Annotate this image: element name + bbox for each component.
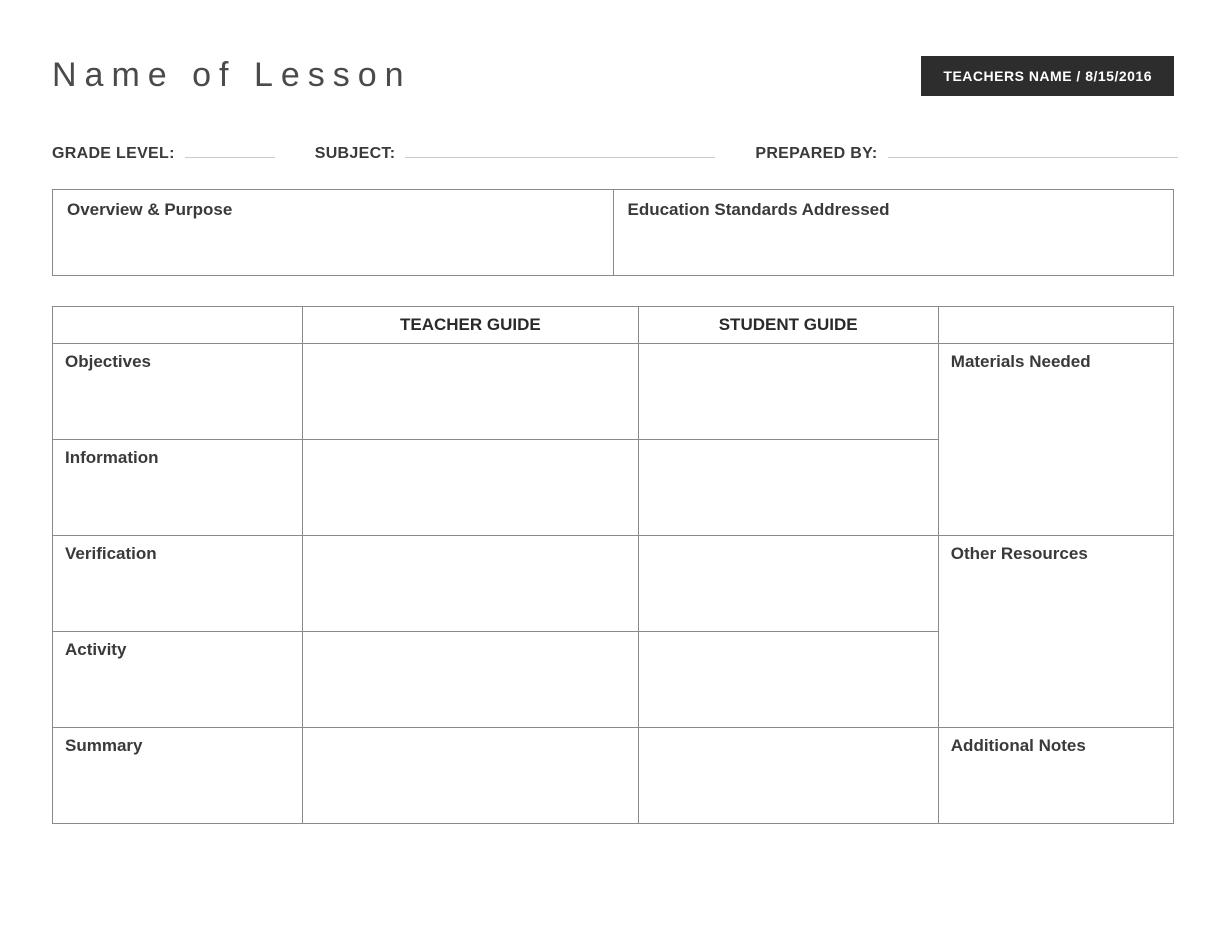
grade-level-field: GRADE LEVEL: bbox=[52, 144, 275, 163]
header-blank-right bbox=[938, 307, 1173, 344]
row-label-cell: Objectives bbox=[53, 344, 303, 440]
table-row: Verification Other Resources bbox=[53, 536, 1174, 632]
grade-level-line bbox=[185, 144, 275, 158]
overview-cell: Overview & Purpose bbox=[53, 190, 614, 276]
standards-label: Education Standards Addressed bbox=[628, 200, 1160, 220]
row-label-cell: Summary bbox=[53, 728, 303, 824]
verification-teacher-cell bbox=[303, 536, 638, 632]
header-blank-left bbox=[53, 307, 303, 344]
meta-row: GRADE LEVEL: SUBJECT: PREPARED BY: bbox=[52, 144, 1174, 163]
materials-needed-label: Materials Needed bbox=[951, 352, 1161, 372]
information-student-cell bbox=[638, 440, 938, 536]
activity-label: Activity bbox=[65, 640, 290, 660]
table-row: Summary Additional Notes bbox=[53, 728, 1174, 824]
verification-label: Verification bbox=[65, 544, 290, 564]
prepared-by-field: PREPARED BY: bbox=[755, 144, 1177, 163]
other-resources-label: Other Resources bbox=[951, 544, 1161, 564]
main-table: TEACHER GUIDE STUDENT GUIDE Objectives M… bbox=[52, 306, 1174, 824]
information-teacher-cell bbox=[303, 440, 638, 536]
summary-label: Summary bbox=[65, 736, 290, 756]
subject-line bbox=[405, 144, 715, 158]
verification-student-cell bbox=[638, 536, 938, 632]
overview-table: Overview & Purpose Education Standards A… bbox=[52, 189, 1174, 276]
prepared-by-label: PREPARED BY: bbox=[755, 145, 877, 163]
materials-needed-cell: Materials Needed bbox=[938, 344, 1173, 536]
overview-label: Overview & Purpose bbox=[67, 200, 599, 220]
objectives-student-cell bbox=[638, 344, 938, 440]
header-student-guide: STUDENT GUIDE bbox=[638, 307, 938, 344]
subject-label: SUBJECT: bbox=[315, 145, 396, 163]
table-row: Objectives Materials Needed bbox=[53, 344, 1174, 440]
summary-student-cell bbox=[638, 728, 938, 824]
objectives-label: Objectives bbox=[65, 352, 290, 372]
header: Name of Lesson TEACHERS NAME / 8/15/2016 bbox=[52, 56, 1174, 96]
prepared-by-line bbox=[888, 144, 1178, 158]
row-label-cell: Information bbox=[53, 440, 303, 536]
row-label-cell: Verification bbox=[53, 536, 303, 632]
standards-cell: Education Standards Addressed bbox=[613, 190, 1174, 276]
activity-teacher-cell bbox=[303, 632, 638, 728]
other-resources-cell: Other Resources bbox=[938, 536, 1173, 728]
objectives-teacher-cell bbox=[303, 344, 638, 440]
additional-notes-cell: Additional Notes bbox=[938, 728, 1173, 824]
table-header-row: TEACHER GUIDE STUDENT GUIDE bbox=[53, 307, 1174, 344]
teacher-date-badge: TEACHERS NAME / 8/15/2016 bbox=[921, 56, 1174, 96]
activity-student-cell bbox=[638, 632, 938, 728]
header-teacher-guide: TEACHER GUIDE bbox=[303, 307, 638, 344]
page-title: Name of Lesson bbox=[52, 56, 412, 95]
row-label-cell: Activity bbox=[53, 632, 303, 728]
information-label: Information bbox=[65, 448, 290, 468]
additional-notes-label: Additional Notes bbox=[951, 736, 1161, 756]
grade-level-label: GRADE LEVEL: bbox=[52, 145, 175, 163]
subject-field: SUBJECT: bbox=[315, 144, 716, 163]
summary-teacher-cell bbox=[303, 728, 638, 824]
